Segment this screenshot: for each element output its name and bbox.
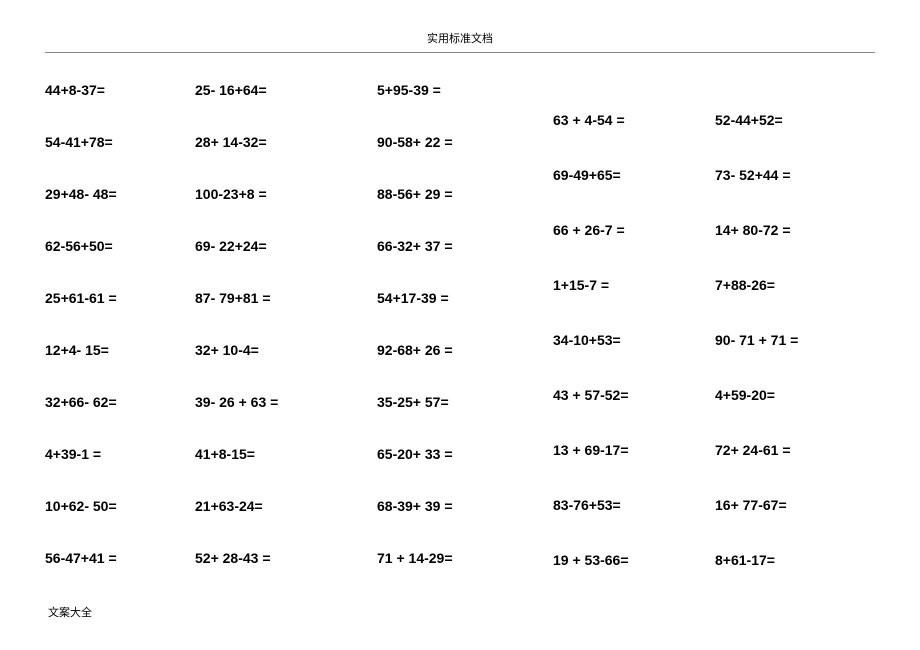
math-problem: 7+88-26=: [715, 276, 798, 331]
math-problem: 34-10+53=: [553, 331, 629, 386]
math-problem: 69-49+65=: [553, 166, 629, 221]
math-problem: 52-44+52=: [715, 111, 798, 166]
math-problem: 43 + 57-52=: [553, 386, 629, 441]
math-problem: 16+ 77-67=: [715, 496, 798, 551]
math-problem: 39- 26 + 63 =: [195, 393, 278, 445]
math-problem: 87- 79+81 =: [195, 289, 278, 341]
math-problem: 8+61-17=: [715, 551, 798, 606]
math-problem: 90-58+ 22 =: [377, 133, 453, 185]
math-problem: 12+4- 15=: [45, 341, 117, 393]
math-problem: 90- 71 + 71 =: [715, 331, 798, 386]
column-4: 63 + 4-54 = 69-49+65= 66 + 26-7 = 1+15-7…: [553, 111, 629, 606]
math-problem: 19 + 53-66=: [553, 551, 629, 606]
math-problem: 83-76+53=: [553, 496, 629, 551]
math-problem: 4+59-20=: [715, 386, 798, 441]
math-problem: 66 + 26-7 =: [553, 221, 629, 276]
worksheet-content: 44+8-37= 54-41+78= 29+48- 48= 62-56+50= …: [45, 53, 875, 81]
math-problem: 65-20+ 33 =: [377, 445, 453, 497]
column-2: 25- 16+64= 28+ 14-32= 100-23+8 = 69- 22+…: [195, 81, 278, 601]
math-problem: 13 + 69-17=: [553, 441, 629, 496]
column-5: 52-44+52= 73- 52+44 = 14+ 80-72 = 7+88-2…: [715, 111, 798, 606]
math-problem: 63 + 4-54 =: [553, 111, 629, 166]
math-problem: 5+95-39 =: [377, 81, 453, 133]
math-problem: 25+61-61 =: [45, 289, 117, 341]
math-problem: 32+ 10-4=: [195, 341, 278, 393]
math-problem: 69- 22+24=: [195, 237, 278, 289]
math-problem: 35-25+ 57=: [377, 393, 453, 445]
math-problem: 52+ 28-43 =: [195, 549, 278, 601]
math-problem: 56-47+41 =: [45, 549, 117, 601]
math-problem: 14+ 80-72 =: [715, 221, 798, 276]
math-problem: 4+39-1 =: [45, 445, 117, 497]
math-problem: 92-68+ 26 =: [377, 341, 453, 393]
math-problem: 44+8-37=: [45, 81, 117, 133]
math-problem: 72+ 24-61 =: [715, 441, 798, 496]
page-root: 实用标准文档 44+8-37= 54-41+78= 29+48- 48= 62-…: [0, 0, 920, 650]
footer-text: 文案大全: [48, 604, 92, 620]
math-problem: 21+63-24=: [195, 497, 278, 549]
math-problem: 1+15-7 =: [553, 276, 629, 331]
column-1: 44+8-37= 54-41+78= 29+48- 48= 62-56+50= …: [45, 81, 117, 601]
math-problem: 25- 16+64=: [195, 81, 278, 133]
math-problem: 29+48- 48=: [45, 185, 117, 237]
math-problem: 100-23+8 =: [195, 185, 278, 237]
math-problem: 62-56+50=: [45, 237, 117, 289]
math-problem: 54-41+78=: [45, 133, 117, 185]
math-problem: 73- 52+44 =: [715, 166, 798, 221]
math-problem: 66-32+ 37 =: [377, 237, 453, 289]
math-problem: 41+8-15=: [195, 445, 278, 497]
header-area: 实用标准文档: [0, 0, 920, 53]
header-title: 实用标准文档: [0, 30, 920, 46]
math-problem: 68-39+ 39 =: [377, 497, 453, 549]
math-problem: 28+ 14-32=: [195, 133, 278, 185]
math-problem: 32+66- 62=: [45, 393, 117, 445]
column-3: 5+95-39 = 90-58+ 22 = 88-56+ 29 = 66-32+…: [377, 81, 453, 601]
math-problem: 54+17-39 =: [377, 289, 453, 341]
math-problem: 71 + 14-29=: [377, 549, 453, 601]
math-problem: 88-56+ 29 =: [377, 185, 453, 237]
math-problem: 10+62- 50=: [45, 497, 117, 549]
